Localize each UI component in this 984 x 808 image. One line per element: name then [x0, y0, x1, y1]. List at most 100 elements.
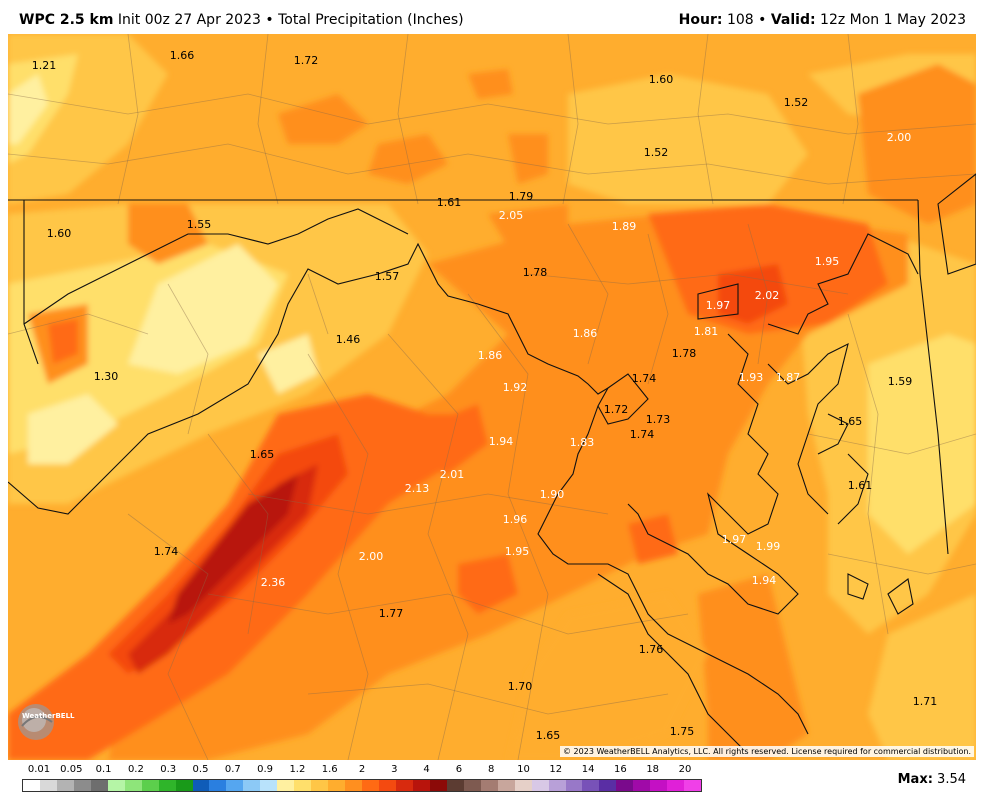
field-name: Total Precipitation (Inches) [278, 12, 464, 28]
map-label-52: 1.71 [913, 695, 938, 708]
legend-swatch [107, 780, 125, 791]
map-label-34: 1.83 [570, 436, 595, 449]
legend-swatch [294, 780, 312, 791]
map-label-26: 1.74 [632, 372, 657, 385]
legend-ticks: 0.01 0.05 0.1 0.2 0.3 0.5 0.7 0.9 1.2 1.6 2 3 4 6 8 10 1… [22, 762, 702, 778]
legend-tick-label: 8 [488, 764, 495, 775]
legend-swatch [633, 780, 651, 791]
legend-swatch [599, 780, 617, 791]
legend-swatch [548, 780, 566, 791]
map-label-9: 1.61 [437, 196, 462, 209]
header-valid: Hour: 108 • Valid: 12z Mon 1 May 2023 [679, 12, 966, 28]
map-label-5: 1.52 [784, 96, 809, 109]
header-title: WPC 2.5 km Init 00z 27 Apr 2023 • Total … [19, 12, 464, 28]
map-label-20: 1.86 [573, 327, 598, 340]
map-label-46: 1.95 [505, 545, 530, 558]
legend-swatch [192, 780, 210, 791]
legend-swatch [667, 780, 685, 791]
map-label-21: 1.46 [336, 333, 361, 346]
legend-swatch [226, 780, 244, 791]
map-label-1: 1.21 [32, 59, 57, 72]
map-label-17: 1.97 [706, 299, 731, 312]
map-label-51: 1.70 [508, 680, 533, 693]
map-label-28: 1.87 [776, 371, 801, 384]
map-label-4: 1.60 [649, 73, 674, 86]
legend-swatch [260, 780, 278, 791]
legend-tick-label: 0.5 [192, 764, 209, 775]
map-label-12: 1.60 [47, 227, 72, 240]
map-label-27: 1.93 [739, 371, 764, 384]
weatherbell-logo: WeatherBELL [18, 704, 75, 740]
max-value-display: Max: 3.54 [898, 772, 966, 787]
header-separator-2: • [758, 12, 767, 28]
legend-swatch [175, 780, 193, 791]
legend-swatch [90, 780, 108, 791]
legend: 0.01 0.05 0.1 0.2 0.3 0.5 0.7 0.9 1.2 1.6 2 3 4 6 8 10 1… [22, 762, 702, 794]
map-label-2: 1.66 [170, 49, 195, 62]
legend-swatch [514, 780, 532, 791]
value-labels: 1.21 1.66 1.72 1.60 1.52 1.52 2.00 1.79 … [32, 49, 938, 742]
header-separator: • [265, 12, 274, 28]
map-label-47: 2.36 [261, 576, 286, 589]
logo-text: WeatherBELL [22, 712, 75, 720]
legend-swatch [73, 780, 91, 791]
hour-value: 108 [726, 12, 754, 28]
legend-tick-label: 0.01 [27, 764, 51, 775]
state-boundaries [8, 173, 976, 755]
legend-swatch [429, 780, 447, 791]
legend-tick-label: 0.05 [60, 764, 83, 775]
legend-swatch [328, 780, 346, 791]
legend-tick-label: 0.7 [224, 764, 241, 775]
legend-tick-label: 16 [614, 764, 627, 775]
legend-tick-label: 0.2 [127, 764, 144, 775]
legend-tick-label: 1.6 [321, 764, 338, 775]
map-label-14: 1.95 [815, 255, 840, 268]
map-label-44: 1.74 [154, 545, 179, 558]
legend-swatch [582, 780, 600, 791]
legend-tick-label: 2 [358, 764, 366, 775]
map-svg: 1.21 1.66 1.72 1.60 1.52 1.52 2.00 1.79 … [8, 34, 976, 760]
map-label-39: 2.13 [405, 482, 430, 495]
map-label-48: 1.94 [752, 574, 777, 587]
legend-tick-label: 12 [549, 764, 563, 775]
map-label-31: 1.73 [646, 413, 671, 426]
legend-swatch [684, 780, 702, 791]
map-label-23: 1.86 [478, 349, 503, 362]
map-label-18: 2.02 [755, 289, 780, 302]
legend-tick-label: 1.2 [289, 764, 306, 775]
map-label-7: 2.00 [887, 131, 912, 144]
map-label-50: 1.76 [639, 643, 664, 656]
legend-swatch [412, 780, 430, 791]
legend-swatch [158, 780, 176, 791]
map-label-8: 1.79 [509, 190, 534, 203]
county-boundaries [8, 34, 976, 760]
precip-contours [8, 34, 976, 760]
legend-swatch [277, 780, 295, 791]
map-label-29: 1.59 [888, 375, 913, 388]
map-label-42: 1.97 [722, 533, 747, 546]
valid-label: Valid: [770, 12, 816, 28]
legend-swatch [565, 780, 583, 791]
map-label-6: 1.52 [644, 146, 669, 159]
legend-tick-label: 0.3 [160, 764, 177, 775]
precipitation-map: 1.21 1.66 1.72 1.60 1.52 1.52 2.00 1.79 … [8, 34, 976, 760]
map-label-10: 2.05 [499, 209, 524, 222]
legend-tick-label: 20 [678, 764, 692, 775]
map-label-32: 1.65 [838, 415, 863, 428]
map-label-11: 1.89 [612, 220, 637, 233]
map-label-45: 2.00 [359, 550, 384, 563]
map-label-19: 1.81 [694, 325, 719, 338]
legend-swatch [497, 780, 515, 791]
copyright-notice: © 2023 WeatherBELL Analytics, LLC. All r… [560, 746, 974, 757]
legend-swatch [345, 780, 363, 791]
map-label-49: 1.77 [379, 607, 404, 620]
max-value: 3.54 [937, 772, 966, 787]
legend-swatch [23, 780, 40, 791]
legend-swatch [650, 780, 668, 791]
legend-swatch [56, 780, 74, 791]
map-label-15: 1.57 [375, 270, 400, 283]
map-label-33: 1.94 [489, 435, 514, 448]
map-label-30: 1.72 [604, 403, 629, 416]
map-label-36: 1.65 [250, 448, 275, 461]
map-label-24: 1.30 [94, 370, 119, 383]
